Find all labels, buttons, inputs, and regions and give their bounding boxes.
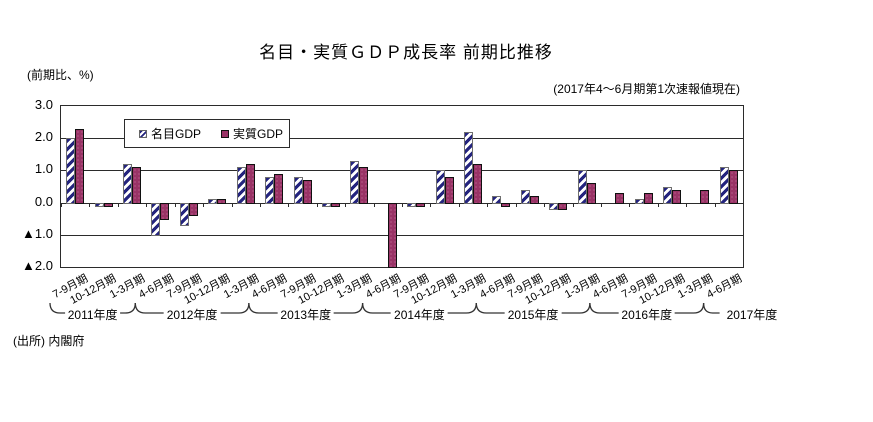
- category-tick: [61, 202, 62, 207]
- bar-nominal-0: [66, 138, 76, 204]
- category-tick: [259, 202, 261, 207]
- category-tick: [174, 202, 176, 207]
- category-tick: [146, 202, 148, 207]
- y-axis-unit-label: (前期比、%): [27, 68, 94, 82]
- fiscal-year-label: 2013年度: [277, 306, 335, 323]
- bar-nominal-21: [662, 186, 672, 204]
- category-tick: [288, 202, 290, 207]
- y-tick-label: 2.0: [34, 129, 53, 145]
- category-tick: [89, 202, 91, 207]
- bar-nominal-9: [321, 202, 331, 207]
- bar-nominal-23: [719, 167, 729, 204]
- category-tick: [686, 202, 688, 207]
- category-tick: [487, 202, 489, 207]
- bar-real-15: [501, 202, 511, 207]
- category-tick: [629, 202, 631, 207]
- category-tick: [402, 202, 403, 207]
- report-vintage-note: (2017年4～6月期第1次速報値現在): [553, 82, 740, 96]
- bar-real-23: [728, 170, 738, 204]
- bar-real-3: [160, 202, 170, 220]
- bar-real-13: [444, 176, 454, 204]
- y-tick-label: 1.0: [34, 161, 53, 177]
- bar-real-14: [473, 163, 483, 204]
- bar-nominal-12: [407, 202, 417, 207]
- category-tick: [345, 202, 347, 207]
- fiscal-year-label: 2016年度: [618, 306, 676, 323]
- y-tick-label: 0.0: [34, 193, 53, 209]
- y-tick-label: ▲1.0: [22, 225, 53, 241]
- bar-nominal-15: [492, 196, 502, 204]
- bar-nominal-5: [208, 199, 218, 204]
- bar-nominal-13: [435, 170, 445, 204]
- fiscal-year-label: 2011年度: [64, 306, 121, 323]
- bar-nominal-4: [179, 202, 189, 227]
- gridline--1: [61, 234, 743, 236]
- bar-real-4: [188, 202, 198, 217]
- bar-nominal-17: [549, 202, 559, 211]
- bar-nominal-20: [634, 199, 644, 204]
- source-note: (出所) 内閣府: [13, 334, 85, 348]
- category-tick: [231, 202, 233, 207]
- y-tick-label: 3.0: [34, 97, 53, 112]
- bar-nominal-10: [350, 160, 360, 204]
- bar-real-21: [671, 189, 681, 204]
- bar-real-2: [132, 167, 142, 204]
- bar-real-17: [558, 202, 568, 211]
- legend-item-nominal: 名目GDP: [139, 125, 201, 142]
- bar-nominal-14: [464, 131, 474, 204]
- legend: 名目GDP 実質GDP: [124, 119, 290, 148]
- legend-label-real: 実質GDP: [233, 127, 284, 141]
- nominal-gdp-swatch-icon: [139, 129, 147, 138]
- bar-real-22: [700, 189, 710, 204]
- bar-nominal-18: [577, 170, 587, 204]
- category-tick: [544, 202, 546, 207]
- bar-real-16: [529, 196, 539, 204]
- gridline-2: [61, 138, 743, 140]
- brace-2017年度: [702, 302, 720, 314]
- bar-real-5: [217, 199, 227, 204]
- category-tick: [714, 202, 716, 207]
- fiscal-year-label: 2014年度: [391, 306, 448, 323]
- bar-real-1: [103, 202, 113, 207]
- bar-real-7: [274, 173, 284, 204]
- real-gdp-swatch-icon: [221, 129, 230, 138]
- bar-nominal-7: [265, 176, 275, 204]
- bar-real-19: [615, 192, 625, 204]
- bar-nominal-2: [123, 163, 133, 204]
- legend-item-real: 実質GDP: [221, 125, 283, 142]
- category-tick: [117, 202, 119, 207]
- category-tick: [458, 202, 460, 207]
- fiscal-year-label: 2015年度: [504, 306, 562, 323]
- category-tick: [657, 202, 659, 207]
- chart-title: 名目・実質ＧＤＰ成長率 前期比推移: [259, 43, 553, 62]
- category-tick: [743, 202, 744, 207]
- bar-nominal-8: [293, 176, 303, 204]
- bar-real-10: [359, 167, 369, 204]
- bar-real-20: [643, 192, 653, 204]
- bar-real-18: [586, 183, 596, 204]
- category-tick: [515, 202, 517, 207]
- bar-nominal-16: [520, 189, 530, 204]
- bar-nominal-1: [94, 202, 104, 207]
- fiscal-year-label: 2012年度: [163, 306, 221, 323]
- y-tick-label: ▲2.0: [22, 258, 53, 273]
- category-tick: [572, 202, 574, 207]
- bar-nominal-6: [236, 167, 246, 204]
- bar-real-12: [416, 202, 426, 207]
- legend-label-nominal: 名目GDP: [151, 127, 202, 141]
- bar-real-11: [387, 202, 397, 268]
- category-tick: [203, 202, 205, 207]
- gridline-1: [61, 170, 743, 172]
- bar-real-0: [75, 128, 85, 204]
- bar-nominal-3: [151, 202, 161, 236]
- bar-real-6: [245, 163, 255, 204]
- category-tick: [316, 202, 318, 207]
- category-tick: [600, 202, 602, 207]
- bar-real-9: [330, 202, 340, 207]
- category-tick: [373, 202, 375, 207]
- fiscal-year-label: 2017年度: [723, 306, 781, 323]
- category-tick: [430, 202, 432, 207]
- bar-real-8: [302, 180, 312, 204]
